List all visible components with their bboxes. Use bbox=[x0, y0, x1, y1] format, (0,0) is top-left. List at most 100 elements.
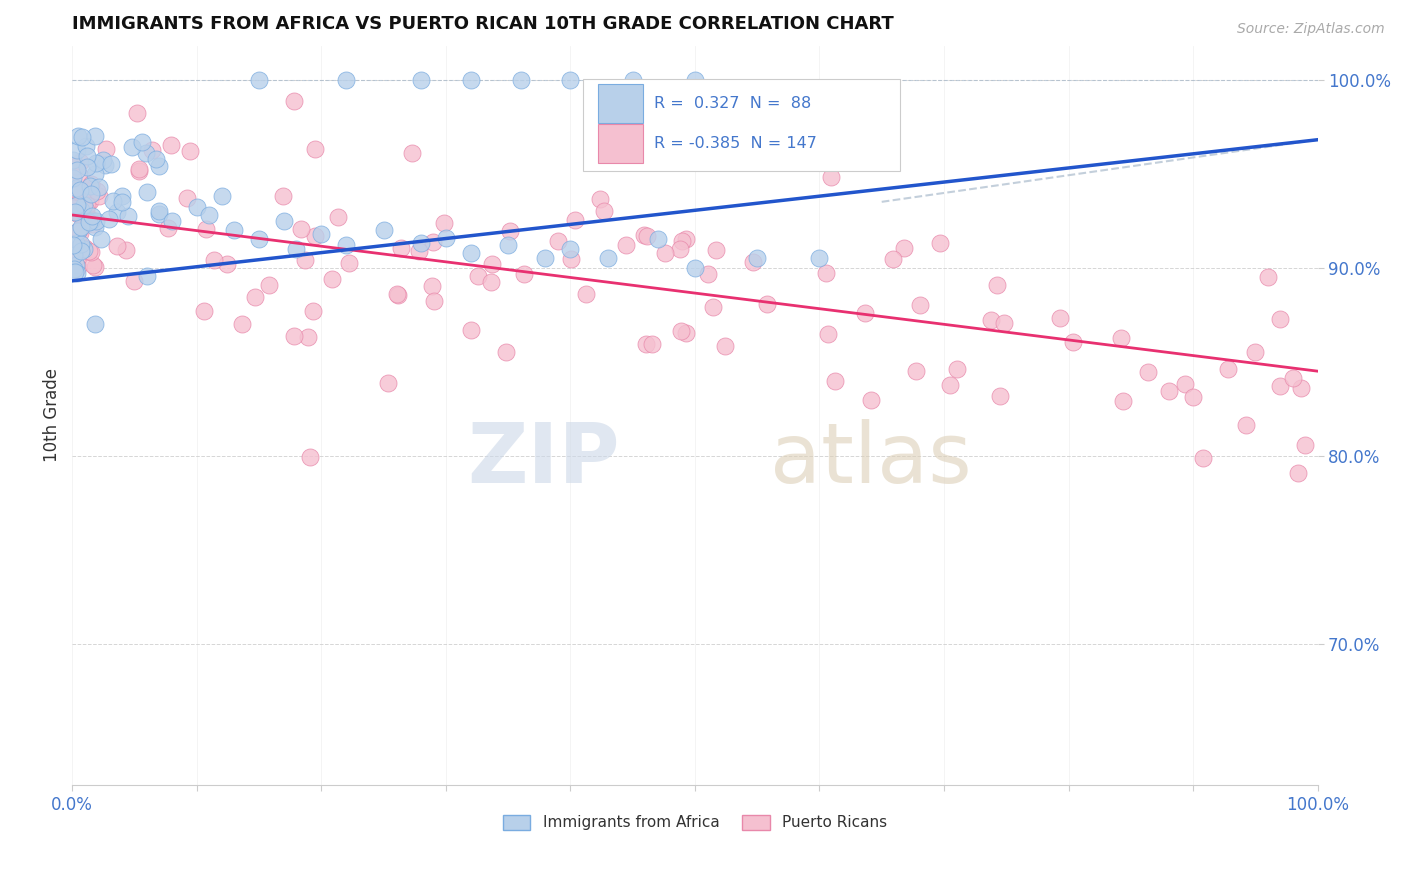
Point bbox=[103, 194, 125, 208]
Point bbox=[100, 157, 122, 171]
Point bbox=[63, 183, 86, 197]
Point bbox=[621, 72, 644, 87]
Point bbox=[993, 316, 1015, 330]
Point bbox=[547, 234, 569, 248]
Point bbox=[671, 234, 693, 248]
Point bbox=[135, 145, 157, 160]
Point bbox=[94, 158, 117, 172]
Point bbox=[634, 336, 657, 351]
Point bbox=[675, 326, 697, 341]
Point bbox=[647, 232, 669, 246]
Legend: Immigrants from Africa, Puerto Ricans: Immigrants from Africa, Puerto Ricans bbox=[496, 808, 893, 837]
Point bbox=[560, 252, 582, 266]
Point bbox=[91, 153, 114, 167]
Point bbox=[335, 72, 357, 87]
Point bbox=[1294, 438, 1316, 452]
Point bbox=[321, 272, 343, 286]
Point bbox=[747, 252, 769, 266]
Point bbox=[1244, 344, 1267, 359]
Point bbox=[1192, 450, 1215, 465]
Point bbox=[283, 94, 305, 108]
Point bbox=[495, 344, 517, 359]
Point bbox=[1270, 379, 1292, 393]
Point bbox=[79, 194, 101, 208]
Point bbox=[98, 212, 121, 227]
Point bbox=[1281, 371, 1303, 385]
Point bbox=[636, 228, 658, 243]
Point bbox=[683, 72, 706, 87]
Point bbox=[66, 195, 89, 210]
Point bbox=[702, 300, 724, 314]
Point bbox=[560, 72, 582, 87]
Point bbox=[111, 194, 134, 209]
Point bbox=[1109, 331, 1132, 345]
Point bbox=[80, 244, 103, 259]
Point bbox=[84, 213, 107, 227]
Point bbox=[69, 223, 91, 237]
Point bbox=[73, 240, 96, 254]
Point bbox=[73, 242, 96, 256]
Point bbox=[294, 252, 316, 267]
FancyBboxPatch shape bbox=[598, 123, 643, 163]
Point bbox=[1218, 362, 1240, 376]
Point bbox=[160, 213, 183, 227]
Point bbox=[69, 244, 91, 258]
Point bbox=[988, 389, 1011, 403]
Point bbox=[335, 238, 357, 252]
FancyBboxPatch shape bbox=[598, 84, 643, 123]
Point bbox=[80, 210, 103, 224]
Point bbox=[756, 297, 779, 311]
Point bbox=[179, 144, 201, 158]
Point bbox=[176, 191, 198, 205]
Point bbox=[231, 317, 253, 331]
Point bbox=[62, 247, 84, 261]
Point bbox=[114, 243, 136, 257]
Point bbox=[939, 377, 962, 392]
Point bbox=[704, 243, 727, 257]
Point bbox=[186, 201, 208, 215]
Point bbox=[259, 277, 281, 292]
Point bbox=[69, 183, 91, 197]
Point bbox=[460, 72, 482, 87]
Point bbox=[63, 265, 86, 279]
Point bbox=[808, 252, 831, 266]
Point bbox=[62, 248, 84, 262]
Point bbox=[148, 207, 170, 221]
Point bbox=[63, 248, 86, 262]
Point bbox=[127, 105, 149, 120]
Point bbox=[633, 227, 655, 242]
Point bbox=[69, 169, 91, 184]
Point bbox=[160, 138, 183, 153]
Point bbox=[290, 222, 312, 236]
Point bbox=[77, 244, 100, 259]
Point bbox=[460, 323, 482, 337]
Point bbox=[66, 197, 89, 211]
Text: IMMIGRANTS FROM AFRICA VS PUERTO RICAN 10TH GRADE CORRELATION CHART: IMMIGRANTS FROM AFRICA VS PUERTO RICAN 1… bbox=[72, 15, 894, 33]
Point bbox=[66, 143, 89, 157]
Point bbox=[67, 260, 90, 275]
Point bbox=[596, 252, 619, 266]
Point bbox=[304, 228, 326, 243]
Point bbox=[76, 198, 98, 212]
Point bbox=[77, 215, 100, 229]
Point bbox=[215, 257, 238, 271]
Point bbox=[742, 255, 765, 269]
Point bbox=[817, 327, 839, 342]
Point bbox=[1270, 312, 1292, 326]
Point bbox=[94, 142, 117, 156]
Point bbox=[301, 304, 323, 318]
Point bbox=[67, 224, 90, 238]
Point bbox=[980, 313, 1002, 327]
Point bbox=[1234, 418, 1257, 433]
Point bbox=[69, 155, 91, 169]
Point bbox=[69, 226, 91, 240]
Point bbox=[1174, 376, 1197, 391]
Point bbox=[820, 169, 842, 184]
Point bbox=[79, 186, 101, 201]
Point bbox=[87, 189, 110, 203]
Point bbox=[481, 257, 503, 271]
Point bbox=[575, 287, 598, 301]
Point bbox=[76, 149, 98, 163]
Point bbox=[63, 261, 86, 276]
Point bbox=[853, 306, 876, 320]
